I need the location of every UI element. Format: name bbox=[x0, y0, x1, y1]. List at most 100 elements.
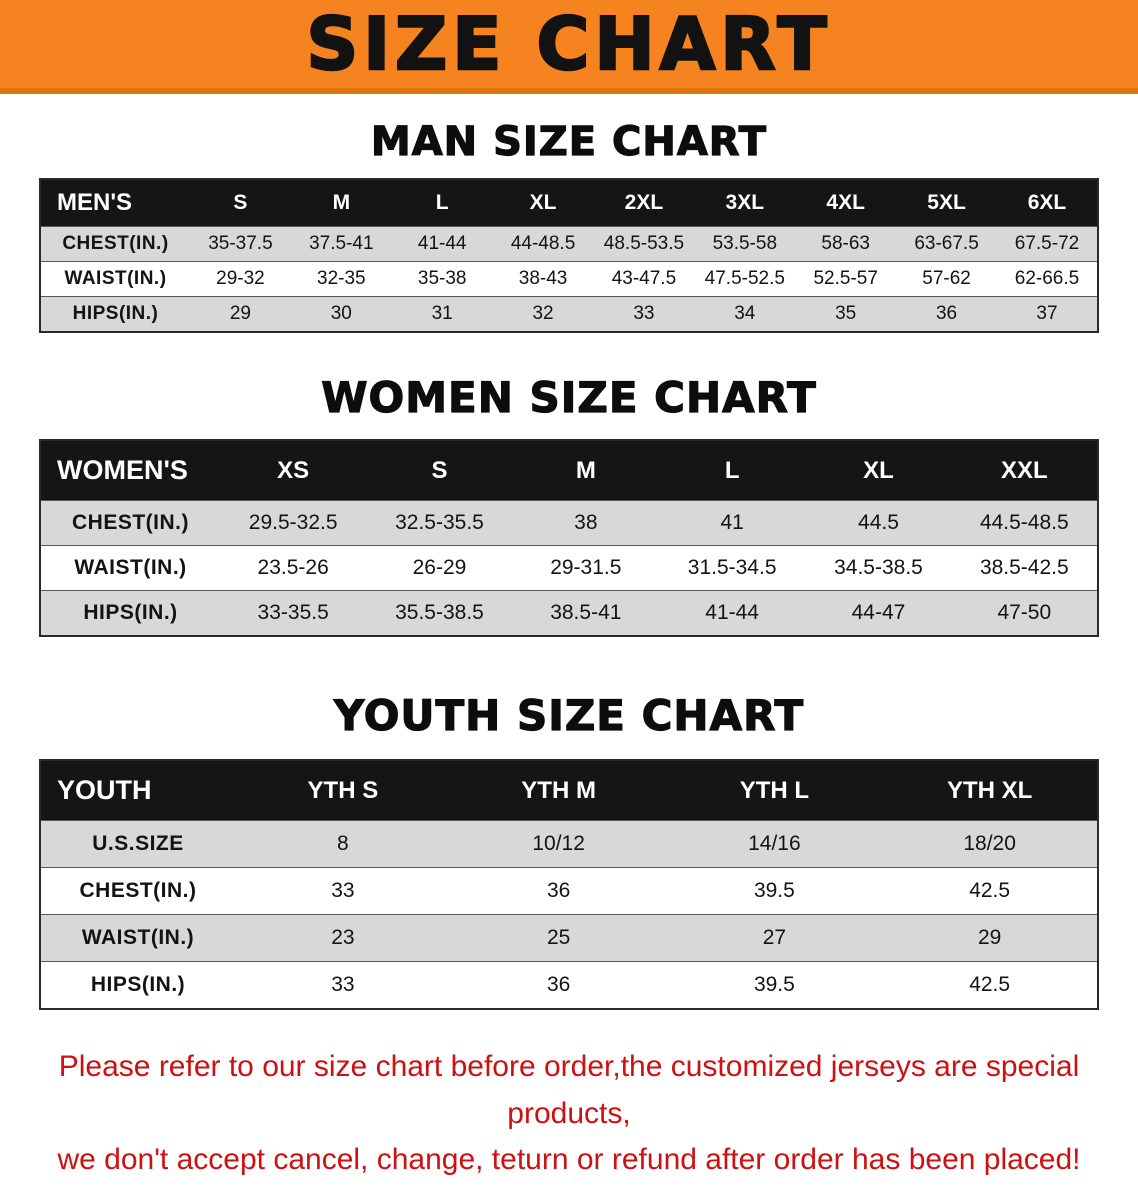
women-size-table: WOMEN'S XS S M L XL XXL CHEST(IN.) 29.5-32.5 32.5… bbox=[39, 439, 1099, 638]
value-cell: 29-31.5 bbox=[512, 545, 659, 591]
value-cell: 43-47.5 bbox=[593, 261, 695, 297]
size-header-cell: XXL bbox=[951, 440, 1098, 501]
value-cell: 44.5 bbox=[805, 500, 952, 546]
value-cell: 35.5-38.5 bbox=[366, 590, 513, 637]
value-cell: 34 bbox=[694, 296, 796, 332]
size-header-cell: 5XL bbox=[896, 179, 997, 227]
men-section: MAN SIZE CHART MEN'S S M L XL 2XL 3XL 4XL 5XL 6XL… bbox=[0, 119, 1138, 333]
value-cell: 57-62 bbox=[896, 261, 997, 297]
value-cell: 31 bbox=[391, 296, 493, 332]
size-header-cell: YTH M bbox=[450, 760, 667, 821]
value-cell: 38.5-41 bbox=[512, 590, 659, 637]
value-cell: 67.5-72 bbox=[997, 226, 1098, 262]
value-cell: 23.5-26 bbox=[220, 545, 367, 591]
value-cell: 25 bbox=[450, 914, 667, 962]
measurement-row: HIPS(IN.) 29 30 31 32 33 34 35 36 37 bbox=[40, 296, 1098, 332]
value-cell: 38 bbox=[512, 500, 659, 546]
women-section: WOMEN SIZE CHART WOMEN'S XS S M L XL XXL CHEST(… bbox=[0, 373, 1138, 638]
value-cell: 44.5-48.5 bbox=[951, 500, 1098, 546]
value-cell: 52.5-57 bbox=[795, 261, 897, 297]
size-header-row: WOMEN'S XS S M L XL XXL bbox=[40, 440, 1098, 501]
size-header-row: MEN'S S M L XL 2XL 3XL 4XL 5XL 6XL bbox=[40, 179, 1098, 227]
value-cell: 47-50 bbox=[951, 590, 1098, 637]
row-label-cell: CHEST(IN.) bbox=[40, 226, 190, 262]
value-cell: 8 bbox=[235, 820, 451, 868]
women-section-heading: WOMEN SIZE CHART bbox=[321, 373, 817, 422]
value-cell: 33 bbox=[235, 961, 451, 1010]
measurement-row: WAIST(IN.) 29-32 32-35 35-38 38-43 43-47.5 47.… bbox=[40, 261, 1098, 297]
measurement-row: CHEST(IN.) 33 36 39.5 42.5 bbox=[40, 867, 1098, 915]
size-header-cell: L bbox=[658, 440, 806, 501]
size-header-cell: XL bbox=[805, 440, 952, 501]
value-cell: 26-29 bbox=[366, 545, 513, 591]
value-cell: 29-32 bbox=[190, 261, 291, 297]
table-title-cell: YOUTH bbox=[40, 760, 235, 821]
size-header-row: YOUTH YTH S YTH M YTH L YTH XL bbox=[40, 760, 1098, 821]
value-cell: 41 bbox=[658, 500, 806, 546]
value-cell: 38.5-42.5 bbox=[951, 545, 1098, 591]
value-cell: 42.5 bbox=[882, 961, 1098, 1010]
men-size-table: MEN'S S M L XL 2XL 3XL 4XL 5XL 6XL CHEST(IN.) 35-37… bbox=[39, 178, 1099, 333]
size-header-cell: 3XL bbox=[694, 179, 796, 227]
value-cell: 32 bbox=[492, 296, 594, 332]
value-cell: 35-38 bbox=[391, 261, 493, 297]
value-cell: 14/16 bbox=[666, 820, 883, 868]
row-label-cell: HIPS(IN.) bbox=[40, 296, 190, 332]
row-label-cell: WAIST(IN.) bbox=[40, 545, 220, 591]
value-cell: 31.5-34.5 bbox=[658, 545, 806, 591]
measurement-row: CHEST(IN.) 29.5-32.5 32.5-35.5 38 41 44.5 44.5… bbox=[40, 500, 1098, 546]
row-label-cell: HIPS(IN.) bbox=[40, 961, 235, 1010]
size-header-cell: M bbox=[512, 440, 659, 501]
value-cell: 42.5 bbox=[882, 867, 1098, 915]
value-cell: 47.5-52.5 bbox=[694, 261, 796, 297]
measurement-row: WAIST(IN.) 23.5-26 26-29 29-31.5 31.5-34.5 34… bbox=[40, 545, 1098, 591]
value-cell: 10/12 bbox=[450, 820, 667, 868]
value-cell: 41-44 bbox=[658, 590, 806, 637]
value-cell: 63-67.5 bbox=[896, 226, 997, 262]
value-cell: 38-43 bbox=[492, 261, 594, 297]
size-header-cell: L bbox=[391, 179, 493, 227]
value-cell: 29.5-32.5 bbox=[220, 500, 367, 546]
measurement-row: U.S.SIZE 8 10/12 14/16 18/20 bbox=[40, 820, 1098, 868]
value-cell: 29 bbox=[190, 296, 291, 332]
value-cell: 58-63 bbox=[795, 226, 897, 262]
footer-line-2: we don't accept cancel, change, teturn o… bbox=[57, 1143, 1081, 1177]
value-cell: 32.5-35.5 bbox=[366, 500, 513, 546]
measurement-row: CHEST(IN.) 35-37.5 37.5-41 41-44 44-48.5 48.5… bbox=[40, 226, 1098, 262]
value-cell: 18/20 bbox=[882, 820, 1098, 868]
youth-section: YOUTH SIZE CHART YOUTH YTH S YTH M YTH L YTH… bbox=[0, 692, 1138, 1011]
table-title-cell: MEN'S bbox=[40, 179, 190, 227]
value-cell: 32-35 bbox=[290, 261, 392, 297]
size-header-cell: S bbox=[366, 440, 513, 501]
row-label-cell: HIPS(IN.) bbox=[40, 590, 220, 637]
men-section-heading: MAN SIZE CHART bbox=[370, 119, 768, 165]
size-header-cell: YTH S bbox=[235, 760, 451, 821]
value-cell: 30 bbox=[290, 296, 392, 332]
measurement-row: WAIST(IN.) 23 25 27 29 bbox=[40, 914, 1098, 962]
value-cell: 35-37.5 bbox=[190, 226, 291, 262]
value-cell: 53.5-58 bbox=[694, 226, 796, 262]
value-cell: 34.5-38.5 bbox=[805, 545, 952, 591]
size-header-cell: 2XL bbox=[593, 179, 695, 227]
footer-line-1: Please refer to our size chart before or… bbox=[58, 1050, 1080, 1130]
value-cell: 41-44 bbox=[391, 226, 493, 262]
size-chart-banner: SIZE CHART bbox=[0, 0, 1138, 94]
value-cell: 33 bbox=[235, 867, 451, 915]
row-label-cell: CHEST(IN.) bbox=[40, 500, 220, 546]
size-header-cell: YTH XL bbox=[882, 760, 1098, 821]
value-cell: 29 bbox=[882, 914, 1098, 962]
value-cell: 44-48.5 bbox=[492, 226, 594, 262]
value-cell: 33-35.5 bbox=[220, 590, 367, 637]
value-cell: 23 bbox=[235, 914, 451, 962]
value-cell: 44-47 bbox=[805, 590, 952, 637]
value-cell: 36 bbox=[450, 867, 667, 915]
value-cell: 39.5 bbox=[666, 961, 883, 1010]
size-header-cell: M bbox=[290, 179, 392, 227]
value-cell: 36 bbox=[896, 296, 997, 332]
footer-note: Please refer to our size chart before or… bbox=[0, 1044, 1138, 1184]
size-header-cell: S bbox=[190, 179, 291, 227]
measurement-row: HIPS(IN.) 33-35.5 35.5-38.5 38.5-41 41-44 44-… bbox=[40, 590, 1098, 637]
value-cell: 27 bbox=[666, 914, 883, 962]
row-label-cell: WAIST(IN.) bbox=[40, 914, 235, 962]
value-cell: 62-66.5 bbox=[997, 261, 1098, 297]
